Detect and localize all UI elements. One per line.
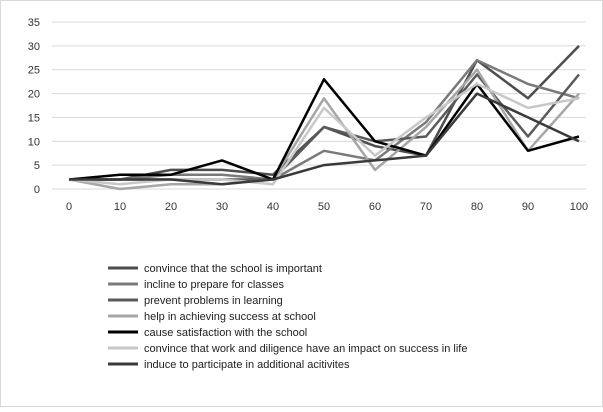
- x-tick-label: 70: [420, 201, 432, 213]
- x-tick-label: 50: [318, 201, 330, 213]
- legend-label: convince that the school is important: [144, 263, 322, 275]
- legend-label: induce to participate in additional acit…: [144, 359, 350, 371]
- y-tick-label: 15: [28, 112, 40, 124]
- x-tick-label: 10: [114, 201, 126, 213]
- y-tick-label: 35: [28, 17, 40, 29]
- y-tick-label: 30: [28, 41, 40, 53]
- x-tick-label: 30: [216, 201, 228, 213]
- x-tick-label: 60: [369, 201, 381, 213]
- x-tick-label: 20: [165, 201, 177, 213]
- x-axis-ticks: 0 10 20 30 40 50 60 70 80 90 100: [66, 201, 588, 213]
- y-axis-ticks: 0 5 10 15 20 25 30 35: [28, 17, 40, 196]
- x-tick-label: 100: [570, 201, 588, 213]
- y-tick-label: 0: [34, 184, 40, 196]
- y-tick-label: 5: [34, 160, 40, 172]
- legend-label: convince that work and diligence have an…: [144, 343, 467, 355]
- series-line-4: [68, 68, 580, 191]
- legend-label: prevent problems in learning: [144, 295, 283, 307]
- x-tick-label: 0: [66, 201, 72, 213]
- x-tick-label: 90: [522, 201, 534, 213]
- legend-label: help in achieving success at school: [144, 311, 316, 323]
- series-line-6: [68, 82, 580, 186]
- legend: convince that the school is important inc…: [108, 263, 467, 371]
- y-tick-label: 25: [28, 65, 40, 77]
- legend-label: cause satisfaction with the school: [144, 327, 307, 339]
- series-lines: [68, 45, 580, 191]
- series-line-7: [69, 92, 580, 186]
- y-tick-label: 10: [28, 136, 40, 148]
- series-line-5: [68, 78, 580, 181]
- x-tick-label: 40: [267, 201, 279, 213]
- legend-label: incline to prepare for classes: [144, 279, 285, 291]
- series-line-2: [69, 58, 580, 181]
- y-tick-label: 20: [28, 89, 40, 101]
- x-tick-label: 80: [471, 201, 483, 213]
